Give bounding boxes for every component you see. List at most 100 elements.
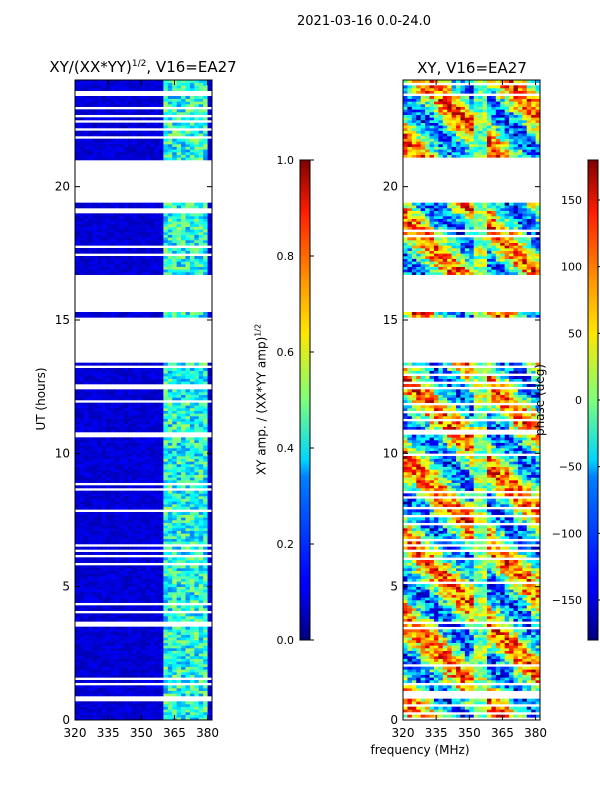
amplitude-cell xyxy=(105,266,111,270)
amplitude-cell xyxy=(194,218,200,222)
amplitude-cell xyxy=(101,538,107,542)
amplitude-cell xyxy=(203,493,208,497)
amplitude-cell xyxy=(128,608,133,611)
amplitude-cell xyxy=(167,536,173,539)
amplitude-cell xyxy=(128,704,133,707)
amplitude-cell xyxy=(83,146,89,150)
amplitude-cell xyxy=(119,506,125,510)
amplitude-cell xyxy=(203,397,208,401)
amplitude-cell xyxy=(198,146,204,150)
amplitude-cell xyxy=(158,664,164,667)
amplitude-cell xyxy=(123,98,129,102)
amplitude-cell xyxy=(128,237,133,241)
amplitude-cell xyxy=(79,608,85,611)
amplitude-cell xyxy=(88,248,94,251)
amplitude-cell xyxy=(136,101,142,105)
amplitude-cell xyxy=(194,141,200,145)
amplitude-cell xyxy=(141,506,147,510)
amplitude-cell xyxy=(119,440,125,443)
amplitude-cell xyxy=(79,104,85,107)
amplitude-cell xyxy=(141,373,147,377)
amplitude-cell xyxy=(194,122,200,126)
amplitude-cell xyxy=(185,490,191,494)
amplitude-cell xyxy=(194,248,200,251)
amplitude-cell xyxy=(97,146,102,150)
amplitude-cell xyxy=(163,410,169,414)
amplitude-cell xyxy=(97,264,102,267)
amplitude-cell xyxy=(167,626,173,630)
amplitude-cell xyxy=(194,149,200,153)
amplitude-cell xyxy=(79,594,85,598)
amplitude-cell xyxy=(79,704,85,707)
amplitude-cell xyxy=(128,712,133,715)
amplitude-cell xyxy=(101,264,107,267)
amplitude-cell xyxy=(83,224,89,227)
amplitude-cell xyxy=(176,480,182,483)
amplitude-cell xyxy=(150,576,155,579)
amplitude-cell xyxy=(203,149,208,153)
amplitude-cell xyxy=(128,85,133,89)
amplitude-cell xyxy=(154,149,160,153)
amplitude-cell xyxy=(194,429,200,433)
amplitude-cell xyxy=(185,141,191,145)
amplitude-cell xyxy=(158,661,164,665)
amplitude-cell xyxy=(167,80,173,83)
amplitude-cell xyxy=(136,237,142,241)
amplitude-cell xyxy=(83,389,89,393)
amplitude-cell xyxy=(145,418,151,422)
amplitude-cell xyxy=(167,466,173,470)
amplitude-cell xyxy=(172,578,178,582)
amplitude-cell xyxy=(114,706,120,710)
amplitude-cell xyxy=(119,485,125,489)
amplitude-cell xyxy=(136,109,142,113)
amplitude-cell xyxy=(150,101,155,105)
amplitude-cell xyxy=(185,661,191,665)
amplitude-cell xyxy=(163,440,169,443)
amplitude-cell xyxy=(92,525,98,529)
amplitude-cell xyxy=(83,504,89,507)
amplitude-cell xyxy=(128,466,133,470)
amplitude-cell xyxy=(97,248,102,251)
amplitude-cell xyxy=(136,514,142,518)
amplitude-cell xyxy=(203,714,208,718)
amplitude-cell xyxy=(119,717,125,721)
amplitude-cell xyxy=(150,426,155,430)
amplitude-cell xyxy=(132,706,138,710)
amplitude-cell xyxy=(194,584,200,587)
amplitude-cell xyxy=(203,109,208,113)
amplitude-cell xyxy=(203,464,208,467)
amplitude-cell xyxy=(141,122,147,126)
amplitude-cell xyxy=(101,312,107,315)
amplitude-cell xyxy=(83,576,89,579)
amplitude-cell xyxy=(83,112,89,115)
amplitude-cell xyxy=(136,416,142,419)
amplitude-cell xyxy=(198,376,204,379)
amplitude-cell xyxy=(194,669,200,673)
amplitude-cell xyxy=(167,504,173,507)
amplitude-cell xyxy=(185,85,191,89)
amplitude-cell xyxy=(176,605,182,609)
amplitude-cell xyxy=(88,658,94,662)
amplitude-cell xyxy=(207,101,213,105)
amplitude-cell xyxy=(92,661,98,665)
amplitude-cell xyxy=(79,98,85,102)
amplitude-cell xyxy=(75,232,80,235)
amplitude-cell xyxy=(97,314,102,318)
amplitude-cell xyxy=(194,213,200,217)
amplitude-cell xyxy=(75,269,80,273)
amplitude-cell xyxy=(75,608,80,611)
amplitude-cell xyxy=(154,408,160,411)
amplitude-cell xyxy=(176,232,182,235)
amplitude-cell xyxy=(189,474,195,478)
amplitude-cell xyxy=(163,528,169,531)
amplitude-cell xyxy=(176,442,182,446)
amplitude-cell xyxy=(181,592,186,595)
amplitude-cell xyxy=(114,506,120,510)
amplitude-cell xyxy=(207,576,213,579)
amplitude-cell xyxy=(114,714,120,718)
amplitude-cell xyxy=(97,368,102,371)
amplitude-cell xyxy=(185,634,191,638)
amplitude-cell xyxy=(83,149,89,153)
amplitude-cell xyxy=(83,410,89,414)
amplitude-cell xyxy=(119,122,125,126)
